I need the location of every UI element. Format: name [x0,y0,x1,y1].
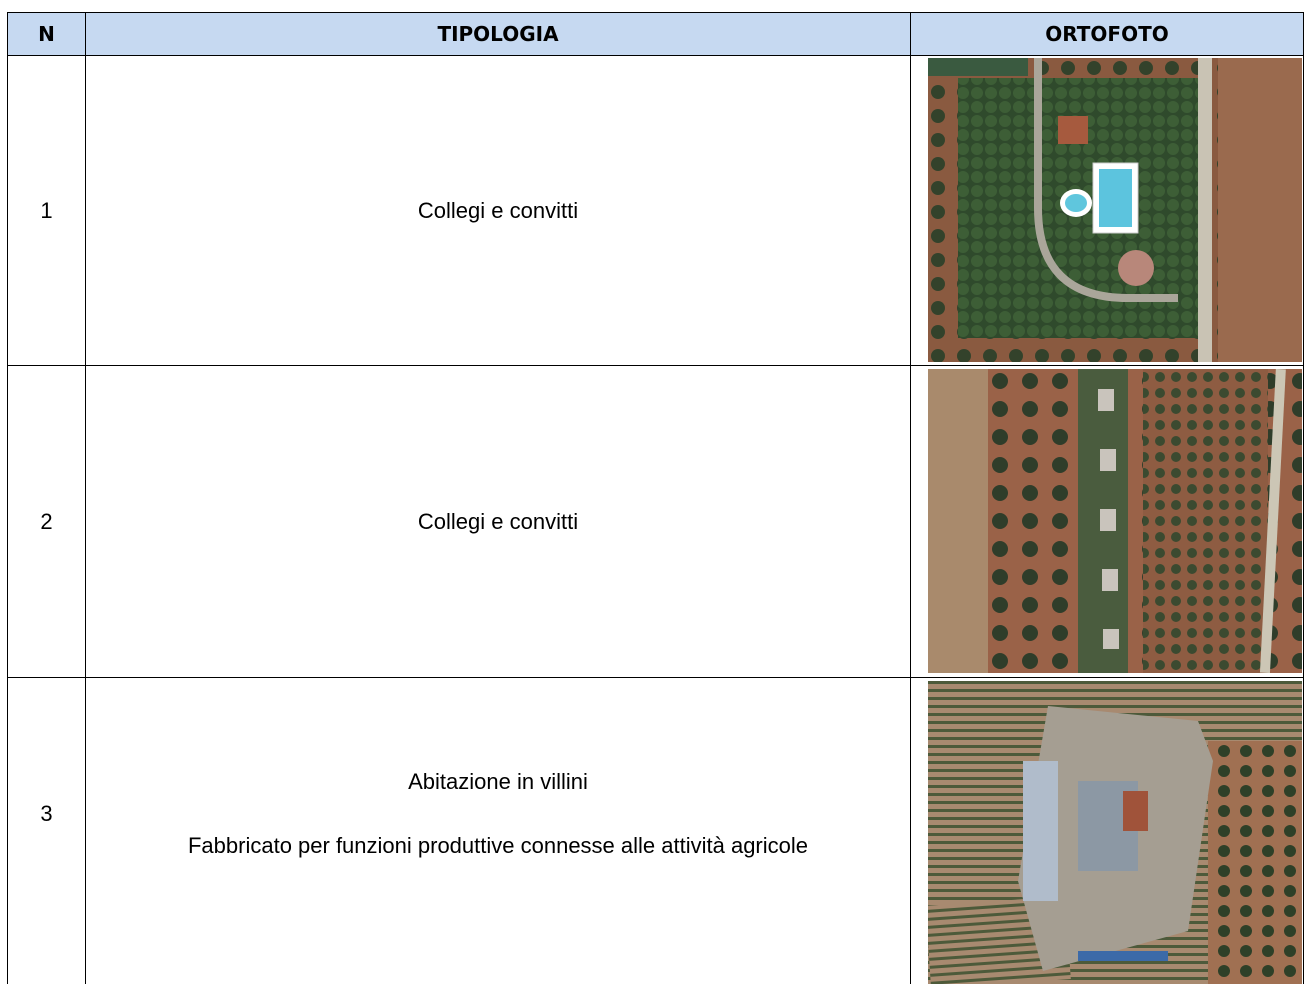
row-number: 3 [40,801,53,826]
border [7,55,1304,56]
border [7,12,8,984]
row-number: 2 [40,508,53,534]
border [7,12,1304,13]
border [7,365,1304,366]
tipologia-cell: Abitazione in villini Fabbricato per funz… [86,678,910,950]
tipologia-text: Fabbricato per funzioni produttive conne… [187,833,809,858]
border [7,677,1304,678]
aerial-photo [928,681,1302,984]
aerial-photo [928,369,1302,673]
tipologia-text: Collegi e convitti [417,197,579,223]
tipologia-cell: Collegi e convitti [86,366,910,677]
aerial-photo [928,58,1302,362]
header-cell: ORTOFOTO [911,13,1303,55]
header-cell: N [8,13,85,55]
tipologia-cell: Collegi e convitti [86,56,910,365]
border [85,12,86,984]
row-number: 1 [40,197,53,223]
tipologia-text: Abitazione in villini [408,769,588,794]
border [910,12,911,984]
tipologia-text: Collegi e convitti [417,508,579,534]
header-cell: TIPOLOGIA [86,13,910,55]
